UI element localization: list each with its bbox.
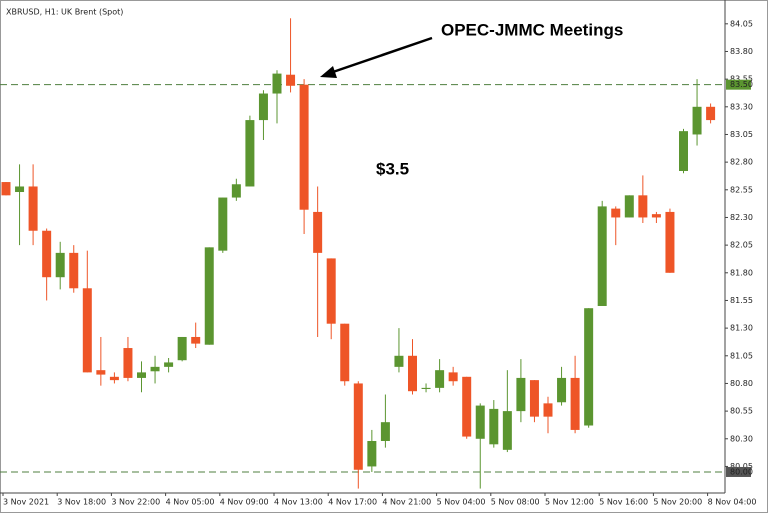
candle-body [69, 252, 79, 289]
candle-body [421, 387, 431, 389]
x-tick-label: 5 Nov 08:00 [491, 498, 540, 507]
candle-body [679, 131, 688, 171]
y-tick-label: 80.80 [730, 379, 753, 388]
candle-body [218, 197, 228, 251]
candle-body [624, 195, 634, 218]
candle-body [516, 377, 526, 412]
candle-body [380, 422, 390, 441]
annotation: $3.5 [376, 159, 409, 178]
candle-body [584, 308, 594, 426]
x-tick-label: 3 Nov 22:00 [111, 498, 160, 507]
candle-body [706, 106, 716, 121]
y-tick-label: 82.30 [730, 213, 753, 222]
candle-body [475, 405, 485, 439]
candle-body [394, 355, 404, 367]
candle-body [177, 336, 187, 361]
candle-body [692, 106, 702, 135]
candle-body [502, 411, 512, 450]
candle-body [299, 84, 309, 210]
candle-body [15, 186, 25, 193]
candle-body [665, 211, 675, 273]
x-tick-label: 5 Nov 12:00 [545, 498, 594, 507]
x-tick-label: 4 Nov 17:00 [328, 498, 377, 507]
level-tag [726, 79, 751, 90]
y-tick-label: 81.55 [730, 296, 753, 305]
candle-body [258, 93, 268, 121]
arrow-head [320, 66, 337, 78]
candle-body [286, 74, 296, 86]
y-tick-label: 81.80 [730, 268, 753, 277]
y-tick-label: 80.55 [730, 407, 753, 416]
y-tick-label: 81.30 [730, 324, 753, 333]
candle-body [435, 370, 445, 388]
level-label: 83.50 [730, 80, 753, 89]
candle-body [191, 336, 201, 344]
candle-body [137, 372, 146, 378]
candle-body [55, 252, 65, 278]
candle-body [611, 208, 621, 218]
x-tick-label: 5 Nov 16:00 [599, 498, 648, 507]
candle-body [42, 230, 52, 278]
x-tick-label: 5 Nov 04:00 [437, 498, 486, 507]
x-tick-label: 5 Nov 20:00 [653, 498, 702, 507]
candle-body [28, 186, 38, 231]
candle-body [408, 355, 417, 392]
candle-body [150, 366, 160, 372]
candle-body [353, 383, 363, 470]
chart-title: XBRUSD, H1: UK Brent (Spot) [6, 8, 123, 17]
y-tick-label: 83.55 [730, 75, 753, 84]
candle-body [462, 376, 472, 437]
y-tick-label: 83.05 [730, 130, 753, 139]
candle-body [529, 380, 539, 417]
candle-body [313, 211, 323, 253]
y-tick-label: 80.30 [730, 434, 753, 443]
arrow [329, 36, 433, 75]
x-tick-label: 4 Nov 21:00 [382, 498, 431, 507]
candle-body [123, 348, 133, 378]
x-tick-label: 8 Nov 04:00 [708, 498, 757, 507]
annotation: OPEC-JMMC Meetings [441, 20, 623, 39]
candle-body [231, 184, 241, 198]
candle-body [82, 288, 92, 373]
candle-body [543, 403, 553, 417]
candle-body [597, 206, 607, 306]
x-tick-label: 3 Nov 18:00 [57, 498, 106, 507]
candle-body [489, 408, 499, 445]
level-tag [726, 466, 751, 477]
y-tick-label: 82.80 [730, 158, 753, 167]
y-tick-label: 83.30 [730, 102, 753, 111]
candle-body [326, 258, 336, 324]
y-tick-label: 82.05 [730, 241, 753, 250]
candle-body [570, 377, 580, 430]
candle-body [272, 73, 282, 94]
candle-body [204, 247, 214, 345]
candle-body [109, 376, 119, 381]
candle-body [1, 182, 11, 196]
candle-body [557, 377, 567, 403]
candle-body [245, 120, 255, 187]
x-tick-label: 4 Nov 09:00 [220, 498, 269, 507]
candle-body [340, 323, 350, 382]
x-tick-label: 4 Nov 05:00 [166, 498, 215, 507]
y-tick-label: 82.55 [730, 185, 753, 194]
candle-body [96, 370, 106, 375]
x-tick-label: 4 Nov 13:00 [274, 498, 323, 507]
y-tick-label: 84.05 [730, 19, 753, 28]
candle-body [638, 195, 648, 218]
y-tick-label: 81.05 [730, 351, 753, 360]
y-tick-label: 80.05 [730, 462, 753, 471]
y-tick-label: 83.80 [730, 47, 753, 56]
candle-body [367, 440, 377, 467]
x-tick-label: 3 Nov 2021 [3, 498, 49, 507]
level-label: 80.00 [730, 467, 753, 476]
candle-body [164, 362, 174, 367]
candle-body [448, 372, 458, 382]
candle-body [651, 214, 661, 218]
